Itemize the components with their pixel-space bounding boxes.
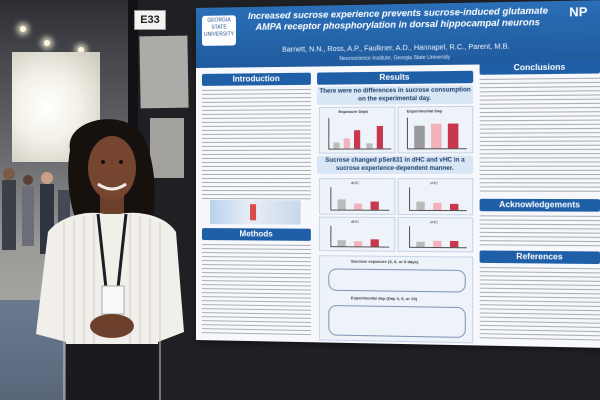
flow-step — [328, 305, 466, 338]
chart-bar — [450, 241, 458, 247]
mini-plot: vHC — [398, 217, 474, 252]
chart-axes — [407, 117, 467, 149]
chart-title: Exposure Days — [339, 109, 391, 114]
mini-plot-label: vHC — [430, 180, 438, 185]
flow-title: Sucrose exposure (3, 6, or 9 days) — [351, 259, 455, 265]
chart-bar — [431, 124, 442, 149]
mini-plot-label: dHC — [351, 180, 359, 185]
mini-plot-label: dHC — [351, 219, 359, 224]
chart-bar — [371, 239, 379, 246]
methods-heading: Methods — [202, 228, 311, 241]
conclusions-text — [480, 78, 600, 193]
pinned-paper — [139, 36, 188, 109]
chart-bar — [448, 123, 459, 148]
research-poster: GEORGIA STATE UNIVERSITY Increased sucro… — [196, 0, 600, 348]
chart-exposure-days: Exposure Days — [319, 106, 395, 153]
flow-title: Experimental day (Day 3, 6, or 10) — [351, 295, 455, 302]
dark-pants — [66, 344, 158, 400]
acknowledgements-heading: Acknowledgements — [480, 199, 600, 212]
ceiling-light — [44, 40, 50, 46]
ceiling-light — [20, 26, 26, 32]
chart-bar — [450, 204, 458, 210]
npy-logo: NP — [555, 4, 600, 57]
acknowledgements-text — [480, 215, 600, 247]
eye — [101, 160, 105, 164]
mini-plot-axes — [330, 187, 389, 211]
chart-bar — [354, 241, 362, 246]
clasped-hands — [90, 314, 134, 338]
introduction-text — [202, 89, 311, 200]
mini-plot: vHC — [398, 178, 474, 215]
results-subheading-consumption: There were no differences in sucrose con… — [317, 85, 473, 105]
chart-bar — [433, 241, 441, 247]
flow-step — [328, 268, 466, 292]
mini-plot-axes — [409, 187, 467, 211]
introduction-heading: Introduction — [202, 73, 311, 86]
chart-bar — [366, 143, 372, 148]
chart-bar — [414, 126, 424, 149]
methods-text — [202, 244, 311, 338]
chart-bar — [433, 203, 441, 210]
mini-plot-label: vHC — [430, 219, 438, 224]
chart-bar — [354, 130, 360, 148]
chart-bar — [377, 126, 383, 148]
chart-title: Experimental Day — [407, 108, 470, 114]
chart-bar — [344, 138, 350, 148]
eye — [119, 160, 123, 164]
mini-plot: dHC — [319, 178, 395, 215]
board-number-label: E33 — [134, 10, 166, 30]
chart-bar — [371, 202, 379, 210]
references-heading: References — [480, 250, 600, 264]
mini-plot: dHC — [319, 217, 395, 252]
references-text — [480, 267, 600, 342]
chart-bar — [354, 204, 362, 210]
chart-bar — [338, 240, 346, 246]
injection-marker — [250, 204, 256, 220]
chart-bar — [416, 242, 424, 247]
results-heading: Results — [317, 71, 473, 85]
university-logo: GEORGIA STATE UNIVERSITY — [202, 15, 236, 46]
brain-diagram — [210, 200, 301, 225]
name-badge — [102, 286, 124, 314]
chart-axes — [328, 118, 391, 150]
mini-plot-axes — [330, 226, 389, 248]
chart-bar — [416, 202, 424, 210]
results-subheading-pser831: Sucrose changed pSer831 in dHC and vHC i… — [317, 155, 473, 174]
chart-bar — [338, 199, 346, 209]
presenter — [8, 112, 198, 400]
conclusions-heading: Conclusions — [480, 61, 600, 75]
chart-bar — [333, 142, 339, 148]
experiment-flow-diagram: Sucrose exposure (3, 6, or 9 days) Exper… — [319, 255, 473, 343]
chart-experimental-day: Experimental Day — [398, 106, 474, 154]
mini-plot-axes — [409, 226, 467, 248]
